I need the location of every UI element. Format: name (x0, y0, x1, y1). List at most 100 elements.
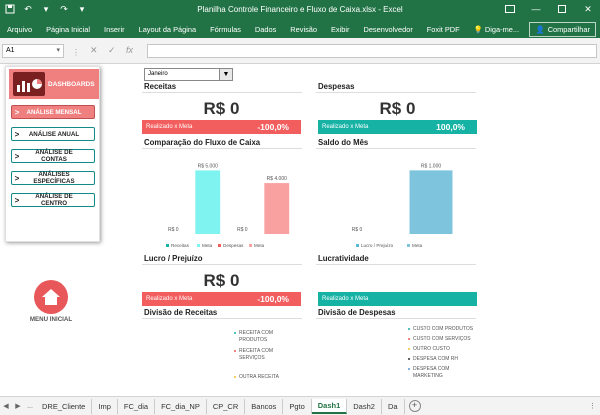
tab-desenvolvedor[interactable]: Desenvolvedor (363, 24, 413, 34)
bar-label: Realizado x Meta (146, 124, 193, 130)
legend-item: DESPESA COM RH (408, 356, 476, 363)
enter-icon[interactable]: ✓ (108, 45, 116, 55)
despesas-meta-bar: Realizado x Meta 100,0% (318, 120, 477, 134)
tab-dados[interactable]: Dados (254, 24, 277, 34)
customize-qat-icon[interactable]: ▾ (79, 3, 85, 14)
sheet-tab-active[interactable]: Dash1 (311, 398, 348, 414)
legend-item: RECEITA COM PRODUTOS (234, 330, 298, 344)
month-select[interactable]: Janeiro ▼ (144, 68, 233, 81)
sheet-tab[interactable]: DRE_Cliente (36, 398, 93, 414)
scroll-left-icon[interactable]: ◀ (3, 403, 9, 410)
sheet-tab[interactable]: Imp (92, 398, 118, 414)
div-receitas-legend: RECEITA COM PRODUTOS RECEITA COM SERVIÇO… (234, 330, 298, 385)
legend-swatch (407, 244, 410, 247)
tab-revisao[interactable]: Revisão (290, 24, 317, 34)
person-icon: 👤 (535, 24, 545, 34)
divider (316, 148, 476, 149)
chevron-down-icon[interactable]: ▾ (43, 3, 49, 14)
divider (142, 318, 302, 319)
lightbulb-icon: 💡 (473, 24, 483, 34)
nav-analise-anual[interactable]: > ANÁLISE ANUAL (11, 127, 95, 141)
add-sheet-icon[interactable]: + (408, 400, 421, 412)
tab-formulas[interactable]: Fórmulas (210, 24, 241, 34)
legend-label: DESPESA COM RH (413, 356, 459, 362)
sheet-tabs-bar: ◀ ▶ ... DRE_Cliente Imp FC_dia FC_dia_NP… (0, 396, 600, 415)
bar-value: -100,0% (257, 122, 289, 132)
sheet-tab[interactable]: Dash2 (347, 398, 382, 414)
nav-analise-de-contas[interactable]: > ANÁLISE DE CONTAS (11, 149, 95, 163)
bar-label: Realizado x Meta (322, 296, 369, 302)
lucro-title: Lucro / Prejuízo (144, 254, 203, 263)
ellipsis-icon[interactable]: ... (27, 402, 33, 410)
cancel-icon[interactable]: ✕ (90, 45, 98, 55)
lucratividade-title: Lucratividade (318, 254, 369, 263)
share-label: Compartilhar (547, 24, 590, 34)
minimize-icon[interactable]: — (531, 4, 541, 14)
share-button[interactable]: 👤 Compartilhar (529, 21, 596, 37)
legend-label: DESPESA COM MARKETING (413, 366, 450, 379)
sheet-tab[interactable]: CP_CR (207, 398, 246, 414)
legend-label: Lucro / Prejuízo (361, 243, 394, 248)
sheet-tab[interactable]: Bancos (245, 398, 284, 414)
chevron-down-icon[interactable]: ▾ (56, 47, 60, 54)
chart-bar (195, 170, 221, 234)
data-label: R$ 1.000 (421, 163, 442, 169)
undo-icon[interactable]: ↶ (24, 3, 32, 14)
dashboard-nav-panel: DASHBOARDS > ANÁLISE MENSAL > ANÁLISE AN… (5, 66, 100, 242)
sheet-tab[interactable]: FC_dia (118, 398, 156, 414)
tab-inserir[interactable]: Inserir (104, 24, 125, 34)
nav-analises-especificas[interactable]: > ANÁLISES ESPECÍFICAS (11, 171, 95, 185)
legend-label: CUSTO COM PRODUTOS (413, 326, 474, 332)
tab-layout-da-pagina[interactable]: Layout da Página (138, 24, 197, 34)
sheet-options-icon[interactable]: ⋮ (589, 403, 596, 410)
close-icon[interactable]: ✕ (584, 3, 592, 14)
legend-dot (408, 358, 410, 360)
legend-label: OUTRO CUSTO (413, 346, 450, 352)
legend-label: Receitas (171, 243, 190, 248)
bar-value: -100,0% (257, 294, 289, 304)
saldo-title: Saldo do Mês (318, 138, 369, 147)
tab-foxit-pdf[interactable]: Foxit PDF (426, 24, 460, 34)
legend-dot (234, 332, 236, 334)
home-icon[interactable] (34, 280, 68, 314)
formula-input[interactable] (147, 44, 597, 58)
ribbon-tabs: Arquivo Página Inicial Inserir Layout da… (0, 20, 600, 38)
maximize-icon[interactable] (554, 2, 570, 16)
chevron-right-icon: > (14, 151, 20, 161)
month-value: Janeiro (148, 71, 168, 77)
legend-dot (234, 350, 236, 352)
nav-analise-de-centro[interactable]: > ANÁLISE DE CENTRO (11, 193, 95, 207)
lucratividade-meta-bar: Realizado x Meta (318, 292, 477, 306)
divider (316, 92, 476, 93)
sheet-tab[interactable]: Pgto (283, 398, 312, 414)
save-icon[interactable] (4, 3, 16, 15)
despesas-title: Despesas (318, 82, 355, 91)
formula-bar: A1 ▾ ⋮ ✕ ✓ fx (0, 38, 600, 64)
legend-swatch (249, 244, 252, 247)
sheet-tab[interactable]: Da (382, 398, 405, 414)
divider (142, 148, 302, 149)
redo-icon[interactable]: ↷ (60, 3, 68, 14)
legend-label: RECEITA COM PRODUTOS (239, 330, 274, 343)
nav-analise-mensal[interactable]: > ANÁLISE MENSAL (11, 105, 95, 119)
scroll-right-icon[interactable]: ▶ (15, 403, 21, 410)
comparacao-title: Comparação do Fluxo de Caixa (144, 138, 261, 147)
comparacao-chart: R$ 0 R$ 5.000 R$ 0 R$ 4.000 Receitas Meta Desp… (166, 163, 290, 248)
tab-exibir[interactable]: Exibir (331, 24, 350, 34)
title-bar: ↶ ▾ ↷ ▾ Planilha Controle Financeiro e F… (0, 0, 600, 20)
name-box[interactable]: A1 ▾ (2, 44, 64, 58)
chevron-down-icon[interactable]: ▼ (219, 69, 232, 80)
name-box-value: A1 (6, 47, 15, 54)
tab-arquivo[interactable]: Arquivo (7, 24, 33, 34)
legend-label: Despesas (223, 243, 244, 248)
legend-item: OUTRO CUSTO (408, 346, 476, 353)
sheet-tab[interactable]: FC_dia_NP (155, 398, 207, 414)
receitas-title: Receitas (144, 82, 177, 91)
legend-swatch (197, 244, 200, 247)
insert-function-icon[interactable]: fx (126, 45, 134, 55)
ribbon-display-icon[interactable] (502, 2, 518, 16)
tab-pagina-inicial[interactable]: Página Inicial (46, 24, 91, 34)
tab-tell-me[interactable]: 💡 Diga-me... (467, 25, 526, 34)
window-title: Planilha Controle Financeiro e Fluxo de … (197, 5, 403, 14)
menu-inicial-label[interactable]: MENU INICIAL (29, 316, 73, 323)
